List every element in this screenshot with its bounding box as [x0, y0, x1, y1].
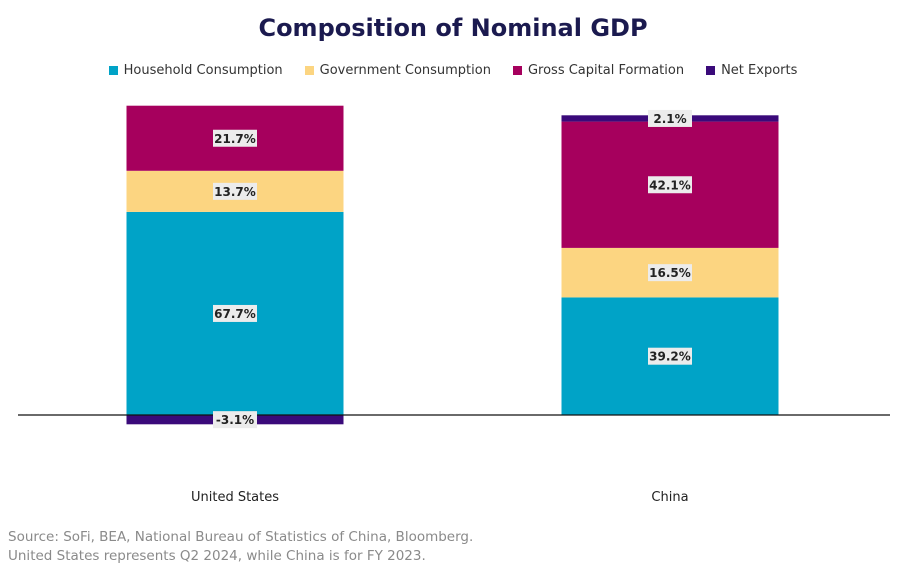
- data-label-china-net-exports-box: [648, 109, 692, 127]
- source-text: Source: SoFi, BEA, National Bureau of St…: [8, 529, 474, 545]
- legend-label-government: Government Consumption: [319, 63, 491, 78]
- legend: Household Consumption Government Consump…: [0, 63, 906, 78]
- data-label-united-states-government-consumption-box: [213, 182, 257, 200]
- data-label-china-household-consumption-box: [648, 347, 692, 365]
- legend-item-household: Household Consumption: [108, 63, 283, 78]
- legend-item-net-exports: Net Exports: [706, 63, 797, 78]
- data-label-united-states-household-consumption-box: [213, 304, 257, 322]
- legend-label-household: Household Consumption: [123, 63, 283, 78]
- data-label-china-government-consumption: 16.5%: [649, 266, 691, 280]
- data-label-china-household-consumption: 39.2%: [649, 350, 691, 364]
- footnote: Source: SoFi, BEA, National Bureau of St…: [8, 528, 473, 566]
- legend-swatch-net-exports: [706, 66, 716, 75]
- x-tick-label-china: China: [651, 490, 688, 505]
- legend-swatch-gross-capital: [512, 66, 522, 75]
- data-label-united-states-household-consumption: 67.7%: [214, 307, 256, 321]
- legend-label-net-exports: Net Exports: [721, 63, 798, 78]
- legend-item-government: Government Consumption: [304, 63, 491, 78]
- data-label-china-gross-capital-formation-box: [648, 176, 692, 194]
- note-text: United States represents Q2 2024, while …: [8, 548, 426, 564]
- data-label-china-net-exports: 2.1%: [653, 112, 686, 126]
- data-label-united-states-gross-capital-formation: 21.7%: [214, 132, 256, 146]
- legend-swatch-household: [108, 66, 118, 75]
- data-label-china-government-consumption-box: [648, 264, 692, 282]
- x-tick-label-united-states: United States: [191, 490, 279, 505]
- legend-label-gross-capital: Gross Capital Formation: [527, 63, 685, 78]
- chart-title: Composition of Nominal GDP: [258, 14, 648, 42]
- data-label-united-states-net-exports-box: [213, 411, 257, 429]
- data-label-united-states-net-exports: -3.1%: [216, 413, 254, 427]
- data-label-united-states-gross-capital-formation-box: [213, 129, 257, 147]
- data-label-china-gross-capital-formation: 42.1%: [649, 178, 691, 192]
- data-label-united-states-government-consumption: 13.7%: [214, 185, 256, 199]
- legend-swatch-government: [304, 66, 314, 75]
- legend-item-gross-capital: Gross Capital Formation: [512, 63, 685, 78]
